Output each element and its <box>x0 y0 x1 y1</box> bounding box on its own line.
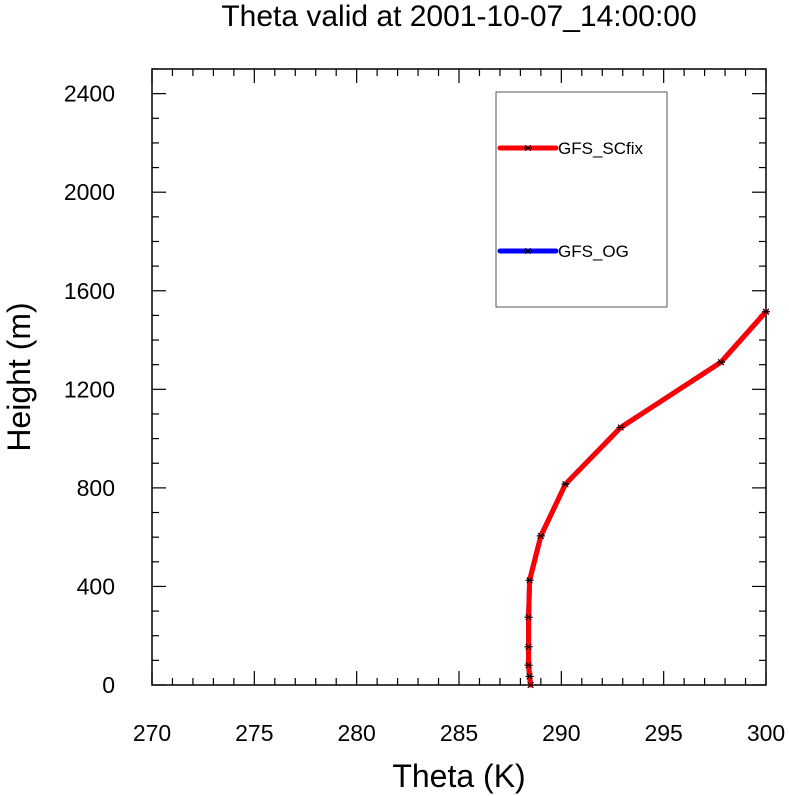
y-tick-label: 2000 <box>64 179 115 205</box>
series-line-gfs-scfix <box>526 309 769 688</box>
x-tick-label: 285 <box>440 720 478 746</box>
x-tick-label: 290 <box>542 720 580 746</box>
x-tick-label: 300 <box>747 720 785 746</box>
axis-ticks <box>151 68 767 686</box>
x-tick-label: 275 <box>235 720 273 746</box>
x-tick-label: 280 <box>337 720 375 746</box>
chart-title: Theta valid at 2001-10-07_14:00:00 <box>221 0 696 33</box>
y-axis-label: Height (m) <box>1 302 37 451</box>
y-tick-label: 1200 <box>64 376 115 402</box>
x-axis-label: Theta (K) <box>392 758 525 794</box>
legend-box <box>495 91 668 308</box>
y-tick-label: 2400 <box>64 81 115 107</box>
y-tick-label: 800 <box>77 475 115 501</box>
x-tick-label: 295 <box>644 720 682 746</box>
x-tick-labels: 270 275 280 285 290 295 300 <box>133 720 785 746</box>
legend: GFS_SCfix GFS_OG <box>495 91 668 308</box>
x-tick-label: 270 <box>133 720 171 746</box>
data-point-marker <box>526 681 535 689</box>
data-point-marker <box>525 673 534 680</box>
y-tick-label: 400 <box>77 573 115 599</box>
data-point-marker <box>524 614 533 621</box>
y-tick-labels: 0 400 800 1200 1600 2000 2400 <box>64 81 115 698</box>
data-point-marker <box>525 577 534 584</box>
legend-marker <box>524 144 532 152</box>
y-tick-label: 0 <box>102 672 115 698</box>
y-tick-label: 1600 <box>64 278 115 304</box>
legend-marker <box>524 247 532 255</box>
data-point-marker <box>524 643 533 650</box>
data-point-marker <box>524 662 533 669</box>
data-point-marker <box>536 532 545 540</box>
legend-label: GFS_SCfix <box>558 139 644 158</box>
data-point-marker <box>716 359 725 366</box>
plot-area-frame <box>151 68 767 686</box>
series-layer <box>524 308 770 689</box>
data-point-marker <box>762 308 770 315</box>
data-point-marker <box>616 424 625 431</box>
legend-label: GFS_OG <box>558 242 629 261</box>
data-point-marker <box>561 481 570 488</box>
series-line-gfs-og <box>526 309 769 688</box>
